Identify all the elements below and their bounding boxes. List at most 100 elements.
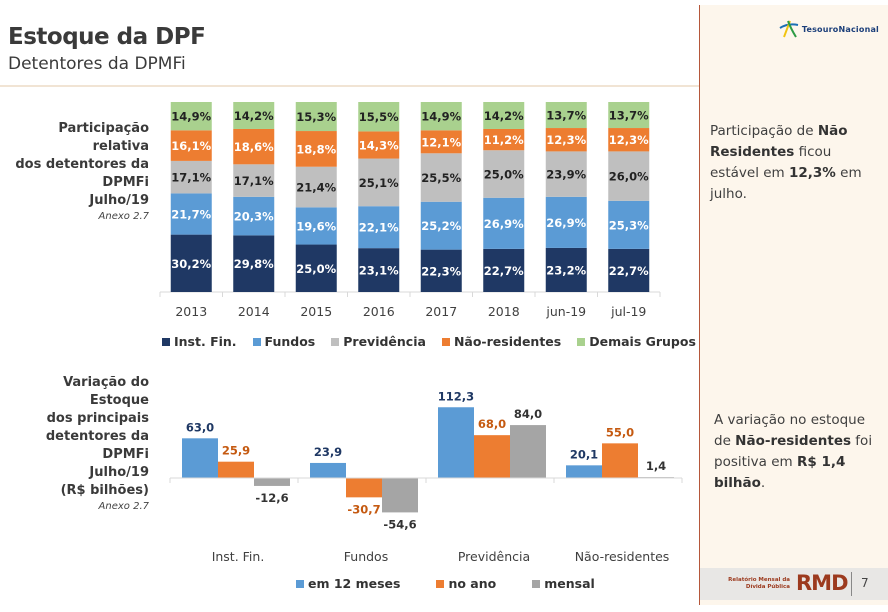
tesouro-logo-icon — [779, 20, 799, 38]
data-label: 23,2% — [546, 263, 586, 277]
data-label: 22,7% — [484, 264, 524, 278]
logo-text: TesouroNacional — [801, 24, 879, 34]
data-label: 63,0 — [186, 420, 214, 434]
bar — [382, 478, 418, 513]
legend-item: Demais Grupos — [577, 334, 696, 349]
x-tick-label: Não-residentes — [575, 549, 670, 564]
bar-segment — [295, 166, 337, 208]
page-subtitle: Detentores da DPMFi — [8, 54, 186, 74]
page-number: 7 — [861, 576, 869, 590]
legend-swatch — [441, 337, 450, 346]
data-label: 1,4 — [646, 459, 666, 473]
legend-item: Não-residentes — [441, 334, 562, 349]
bar-segment — [170, 130, 212, 161]
note-text: Participação de — [710, 123, 818, 139]
legend-label: em 12 meses — [308, 576, 401, 591]
bar-segment — [483, 197, 525, 249]
bar-segment — [295, 207, 337, 245]
tesouro-nacional-logo: TesouroNacional — [778, 19, 879, 39]
bar-segment — [295, 244, 337, 292]
note-text: ficou estável em — [710, 144, 832, 181]
bar — [254, 478, 290, 486]
legend-swatch — [331, 337, 340, 346]
bar-segment — [233, 164, 275, 197]
data-label: 23,9% — [546, 168, 586, 182]
page-title: Estoque da DPF — [8, 24, 206, 50]
legend-label: Fundos — [264, 334, 316, 349]
data-label: 25,3% — [609, 218, 649, 232]
bar-segment — [545, 196, 587, 248]
data-label: 25,2% — [421, 219, 461, 233]
data-label: 15,5% — [359, 110, 399, 124]
legend-swatch — [296, 579, 304, 588]
bar-segment — [608, 200, 650, 249]
data-label: 12,1% — [421, 135, 461, 149]
note-text: em julho. — [710, 165, 862, 202]
bar-segment — [483, 128, 525, 151]
chart1-anexo: Anexo 2.7 — [98, 211, 149, 222]
chart1-label-line: Participação relativa — [58, 121, 149, 154]
bar — [182, 438, 218, 478]
footer-small-line: Dívida Pública — [745, 584, 790, 590]
bar — [566, 465, 602, 478]
data-label: 29,8% — [234, 257, 274, 271]
legend-label: mensal — [544, 576, 595, 591]
bar-segment — [233, 196, 275, 236]
data-label: 20,3% — [234, 210, 274, 224]
chart1-label: Participação relativa dos detentores da … — [0, 120, 149, 223]
legend-swatch — [577, 337, 586, 346]
bar-segment — [545, 102, 587, 129]
data-label: 14,9% — [421, 110, 461, 124]
chart2-label: Variação do Estoque dos principais deten… — [0, 374, 149, 513]
side-note-variation: A variação no estoque de Não-residentes … — [714, 410, 879, 494]
bar-segment — [420, 102, 462, 131]
data-label: 84,0 — [514, 407, 542, 421]
chart1-label-line: Julho/19 — [89, 193, 149, 208]
data-label: 19,6% — [296, 219, 336, 233]
data-label: 25,5% — [421, 171, 461, 185]
x-tick-label: 2016 — [363, 304, 395, 319]
legend-label: Previdência — [343, 334, 426, 349]
chart2-label-line: Variação do Estoque — [63, 375, 149, 408]
data-label: 18,8% — [296, 142, 336, 156]
data-label: 55,0 — [606, 425, 634, 439]
bar-segment — [170, 234, 212, 292]
legend-item: Previdência — [331, 334, 426, 349]
data-label: 23,9 — [314, 445, 342, 459]
data-label: 11,2% — [484, 133, 524, 147]
data-label: 30,2% — [171, 257, 211, 271]
bar — [218, 461, 254, 478]
bar-segment — [170, 160, 212, 194]
bar-segment — [295, 131, 337, 167]
data-label: 25,0% — [296, 262, 336, 276]
x-tick-label: 2018 — [488, 304, 520, 319]
legend-label: no ano — [448, 576, 497, 591]
bar-segment — [358, 158, 400, 207]
bar-segment — [483, 248, 525, 292]
chart2-label-line: dos principais — [46, 411, 149, 426]
bar-segment — [545, 247, 587, 292]
chart2-anexo: Anexo 2.7 — [98, 501, 149, 512]
x-tick-label: 2013 — [175, 304, 207, 319]
data-label: 18,6% — [234, 140, 274, 154]
bar-segment — [170, 193, 212, 235]
side-note-participation: Participação de Não Residentes ficou est… — [710, 121, 880, 205]
chart2-legend: em 12 meses no ano mensal — [296, 576, 631, 591]
chart1-label-line: DPMFi — [102, 175, 149, 190]
stacked-bar-chart: 30,2% 21,7% 17,1% 16,1% 14,9% 2013 29,8% 20,3% 1… — [159, 102, 661, 319]
bar — [510, 425, 546, 478]
data-label: -54,6 — [383, 517, 416, 531]
footer-small-line: Relatório Mensal da — [728, 577, 790, 583]
legend-label: Demais Grupos — [589, 334, 696, 349]
data-label: 14,2% — [484, 109, 524, 123]
legend-item: mensal — [532, 576, 595, 591]
bar-segment — [483, 102, 525, 129]
legend-swatch — [436, 579, 445, 588]
legend-item: Inst. Fin. — [162, 334, 237, 349]
footer-divider — [851, 572, 852, 596]
x-tick-label: Previdência — [458, 549, 530, 564]
data-label: 20,1 — [570, 447, 598, 461]
bar-segment — [358, 206, 400, 249]
chart2-label-line: Julho/19 — [89, 465, 149, 480]
legend-label: Não-residentes — [453, 334, 562, 349]
